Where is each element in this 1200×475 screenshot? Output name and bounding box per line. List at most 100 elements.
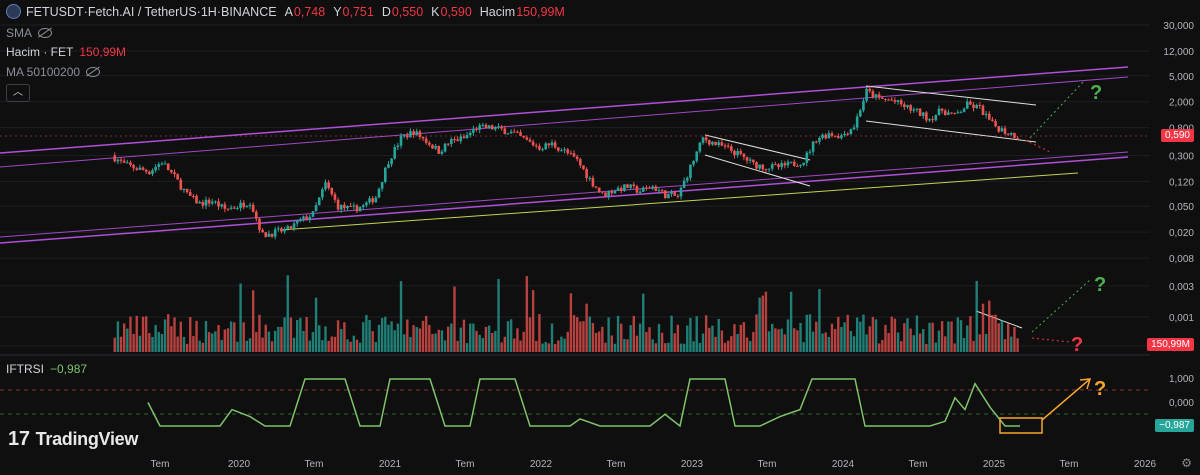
rsi-projection-arrow: [1041, 378, 1091, 421]
volume-bar: [764, 291, 768, 352]
candle-body: [840, 135, 843, 139]
candle-body: [893, 100, 897, 102]
candle-body: [283, 228, 286, 232]
volume-bar: [755, 314, 758, 352]
candle-body: [305, 216, 308, 220]
eye-hidden-icon[interactable]: [86, 67, 101, 77]
candle-body: [236, 208, 239, 210]
support-line: [279, 172, 1079, 231]
x-tick-label: Tem: [1060, 459, 1079, 470]
candle-body: [314, 205, 318, 212]
candle-body: [802, 162, 805, 165]
volume-bar: [519, 340, 522, 352]
candle-body: [956, 112, 960, 114]
volume-bar: [604, 342, 607, 352]
candle-body: [689, 164, 692, 178]
candle-body: [151, 170, 154, 175]
volume-bar: [723, 342, 727, 352]
candle-body: [374, 197, 378, 203]
candle-body: [925, 112, 928, 121]
volume-bar: [799, 323, 802, 352]
volume-bar: [940, 321, 944, 352]
close-value: 0,590: [440, 4, 472, 19]
candle-body: [884, 98, 887, 100]
volume-bar: [207, 332, 211, 352]
volume-bar: [475, 330, 478, 352]
x-tick-label: Tem: [456, 459, 475, 470]
candle-body: [704, 137, 708, 141]
candle-body: [786, 161, 790, 166]
candle-body: [877, 94, 881, 98]
volume-bar: [931, 322, 934, 352]
volume-bar: [258, 314, 261, 352]
volume-bar: [922, 329, 925, 352]
wedge-2023-bottom: [704, 154, 811, 187]
sma-legend[interactable]: SMA: [6, 26, 53, 40]
gear-icon[interactable]: ⚙: [1181, 456, 1192, 470]
volume-legend[interactable]: Hacim · FET 150,99M: [6, 45, 126, 59]
volume-bar: [286, 275, 289, 352]
volume-bar: [588, 316, 591, 352]
volume-bar: [491, 332, 494, 352]
x-tick-label: 2026: [1134, 459, 1157, 470]
candle-body: [682, 180, 686, 188]
candle-body: [1006, 133, 1010, 135]
volume-bar: [424, 315, 428, 352]
volume-bar: [321, 340, 324, 352]
candle-body: [887, 99, 890, 101]
volume-bar: [553, 343, 557, 352]
volume-bar: [670, 315, 673, 352]
candle-body: [494, 127, 497, 130]
volume-bar: [645, 331, 648, 352]
candle-body: [591, 177, 595, 187]
tradingview-mark-icon: 17: [8, 428, 30, 450]
candle-body: [975, 105, 978, 108]
candle-body: [179, 179, 183, 190]
volume-bar: [701, 333, 705, 352]
volume-bar: [739, 324, 742, 352]
volume-bar: [176, 336, 179, 352]
volume-bar: [217, 325, 220, 352]
symbol-header[interactable]: FETUSDT · Fetch.AI / TetherUS · 1H · BIN…: [6, 4, 565, 19]
candle-body: [519, 132, 522, 136]
tradingview-logo[interactable]: 17 TradingView: [8, 428, 138, 451]
candle-body: [361, 205, 365, 208]
candle-body: [610, 190, 614, 194]
volume-bar: [660, 332, 664, 352]
candle-body: [865, 88, 868, 101]
volume-bar: [676, 324, 680, 352]
candle-body: [745, 157, 749, 161]
candle-body: [572, 153, 576, 157]
volume-bar: [981, 303, 985, 352]
volume-bar: [522, 331, 525, 352]
volume-bar: [226, 328, 230, 352]
candle-body: [934, 115, 938, 121]
volume-bar: [516, 328, 519, 352]
volume-bar: [969, 316, 972, 352]
candle-body: [626, 184, 629, 188]
volume-bar: [972, 340, 975, 352]
candle-body: [368, 198, 371, 203]
candle-body: [635, 186, 639, 193]
volume-bar: [264, 324, 267, 352]
volume-bar: [944, 336, 947, 352]
volume-bar: [745, 337, 749, 352]
iftrsi-legend[interactable]: IFTRSI −0,987: [6, 362, 87, 376]
candle-body: [874, 94, 878, 98]
volume-bar: [179, 321, 183, 352]
tradingview-text: TradingView: [35, 429, 139, 449]
ma-legend[interactable]: MA 50100200: [6, 65, 101, 79]
volume-bar: [874, 319, 878, 352]
eye-hidden-icon[interactable]: [38, 28, 53, 38]
volume-bar: [711, 325, 714, 352]
candle-body: [324, 182, 327, 190]
collapse-legend-button[interactable]: ︿: [6, 84, 30, 102]
candle-body: [824, 134, 827, 139]
volume-bar: [884, 324, 887, 352]
candle-body: [984, 113, 988, 115]
candle-body: [950, 112, 953, 114]
candle-body: [119, 159, 123, 161]
candle-body: [748, 159, 752, 161]
volume-bar: [648, 327, 651, 352]
